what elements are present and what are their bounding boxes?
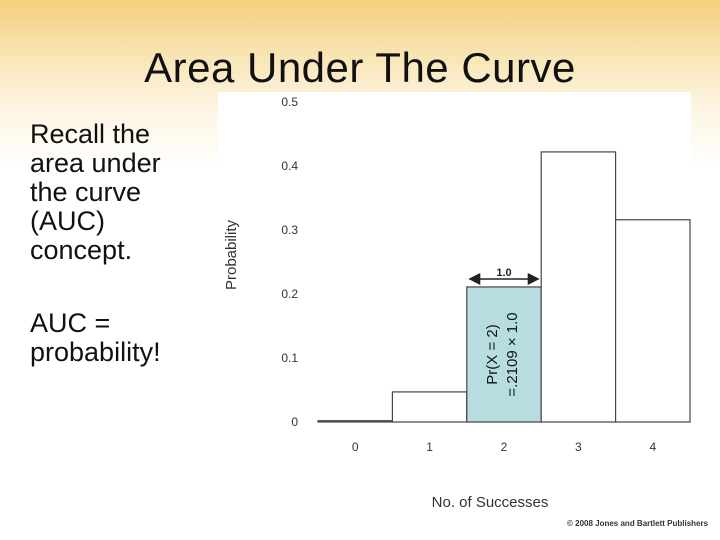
x-tick-label: 3 [575, 440, 582, 454]
x-tick-label: 2 [501, 440, 508, 454]
x-tick-label: 1 [426, 440, 433, 454]
bullet-auc: AUC = probability! [30, 309, 220, 367]
bar [540, 151, 617, 423]
bar [317, 420, 394, 423]
y-tick-label: 0.2 [281, 287, 298, 301]
y-tick-label: 0.5 [281, 95, 298, 109]
y-axis-label: Probability [223, 219, 240, 290]
x-axis-label: No. of Successes [432, 494, 549, 511]
bullet-recall: Recall the area under the curve (AUC) co… [30, 120, 220, 265]
bullet-text: Recall the area under the curve (AUC) co… [30, 120, 220, 367]
y-tick-label: 0.1 [281, 351, 298, 365]
x-tick-label: 0 [352, 440, 359, 454]
x-tick-label: 4 [649, 440, 656, 454]
bullet-line: probability! [30, 337, 161, 367]
bullet-line: Recall the [30, 119, 151, 149]
y-tick-label: 0.4 [281, 159, 298, 173]
annotation-calculation: =.2109 × 1.0 [504, 312, 521, 396]
bullet-line: AUC = [30, 308, 111, 338]
y-tick-label: 0.3 [281, 223, 298, 237]
bullet-line: the curve [30, 177, 142, 207]
y-tick-label: 0 [291, 415, 298, 429]
bar [614, 219, 691, 423]
width-label: 1.0 [496, 267, 511, 279]
bullet-line: area under [30, 148, 161, 178]
bullet-line: concept. [30, 235, 133, 265]
annotation-probability: Pr(X = 2) [484, 324, 501, 384]
copyright-text: © 2008 Jones and Bartlett Publishers [567, 519, 709, 528]
slide-title: Area Under The Curve [144, 44, 576, 91]
bullet-line: (AUC) [30, 206, 105, 236]
bar [391, 391, 468, 423]
